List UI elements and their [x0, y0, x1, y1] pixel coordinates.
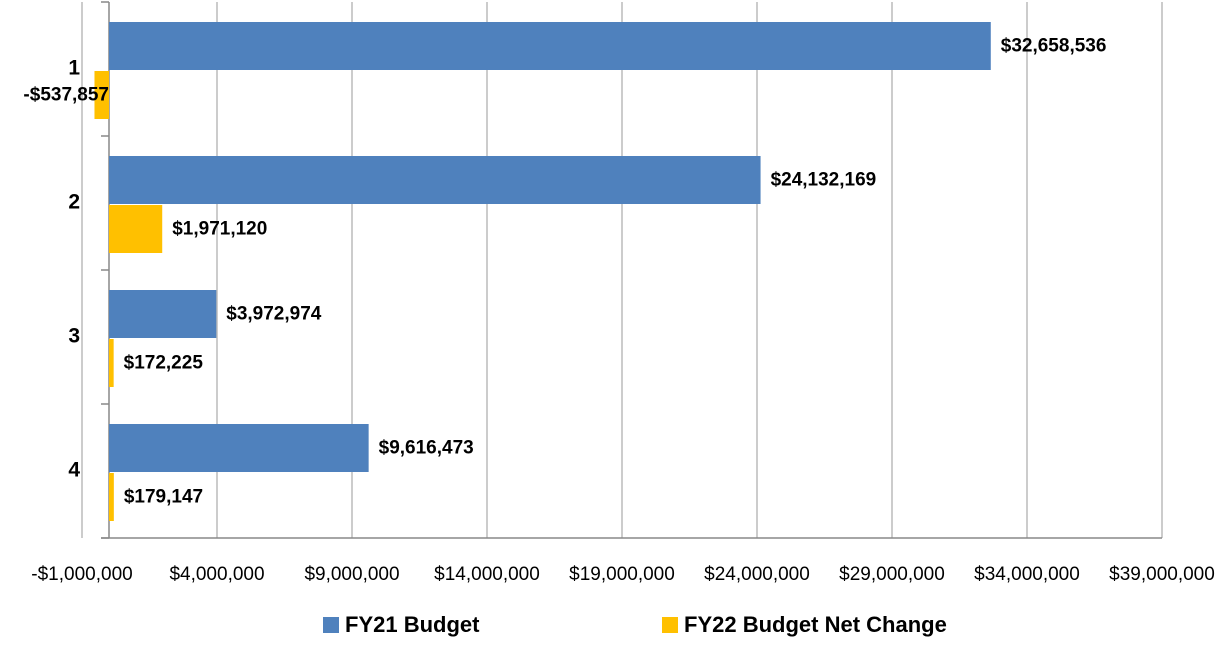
y-tick-label: 3	[68, 325, 80, 348]
legend-label: FY22 Budget Net Change	[684, 612, 947, 637]
bar	[109, 424, 369, 472]
y-tick-label: 1	[68, 57, 80, 80]
x-tick-label: $14,000,000	[434, 564, 540, 585]
data-label: $179,147	[124, 487, 203, 508]
data-label: $1,971,120	[172, 219, 267, 240]
x-tick-label: $4,000,000	[169, 564, 264, 585]
x-tick-label: $34,000,000	[974, 564, 1080, 585]
y-tick-label: 2	[68, 191, 80, 214]
x-tick-label: $39,000,000	[1109, 564, 1215, 585]
data-label: $32,658,536	[1001, 36, 1107, 57]
data-label: $3,972,974	[226, 304, 322, 325]
bar	[94, 71, 109, 119]
legend-swatch	[662, 617, 678, 633]
x-tick-label: $29,000,000	[839, 564, 945, 585]
x-tick-label: $19,000,000	[569, 564, 675, 585]
y-tick-label: 4	[68, 459, 80, 482]
data-label: $24,132,169	[771, 170, 877, 191]
x-tick-label: $9,000,000	[304, 564, 399, 585]
bar	[109, 473, 114, 521]
bar	[109, 22, 991, 70]
bar	[109, 339, 114, 387]
data-label: $9,616,473	[379, 438, 474, 459]
legend-label: FY21 Budget	[345, 612, 480, 637]
x-tick-label: $24,000,000	[704, 564, 810, 585]
legend-swatch	[323, 617, 339, 633]
bar	[109, 156, 761, 204]
x-tick-label: -$1,000,000	[31, 564, 132, 585]
data-label: $172,225	[124, 353, 204, 374]
bar	[109, 205, 163, 253]
bar	[109, 290, 217, 338]
data-label: -$537,857	[23, 85, 109, 106]
